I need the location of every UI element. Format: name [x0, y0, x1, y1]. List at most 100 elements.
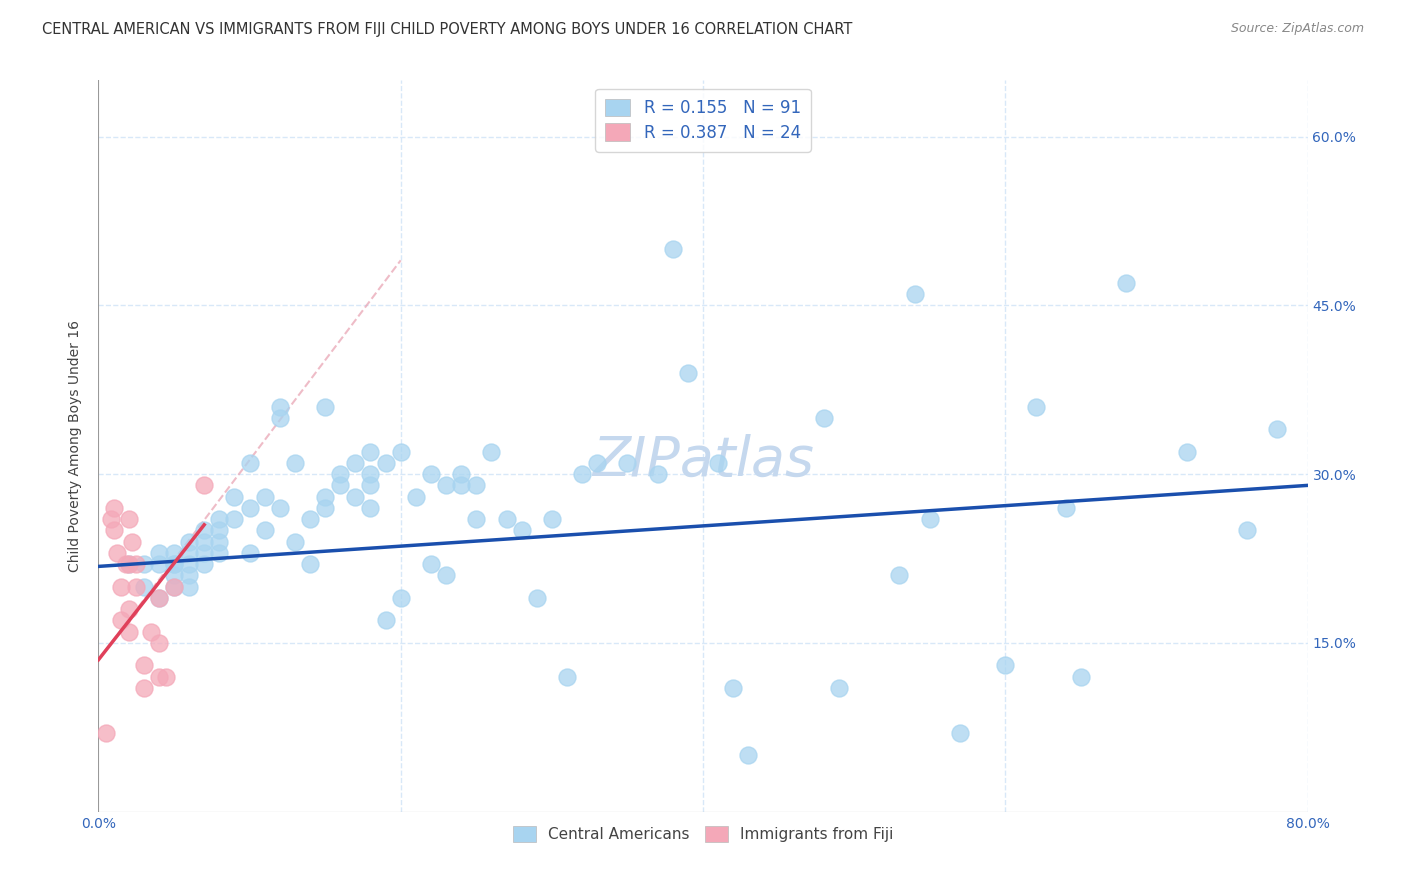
Point [661, 242, 683, 256]
Point [132, 580, 155, 594]
Point [904, 287, 927, 301]
Point [360, 500, 382, 515]
Point [434, 568, 457, 582]
Point [1175, 444, 1198, 458]
Point [994, 658, 1017, 673]
Point [148, 591, 170, 605]
Point [813, 410, 835, 425]
Point [179, 534, 201, 549]
Point [239, 456, 262, 470]
Point [163, 557, 186, 571]
Point [179, 546, 201, 560]
Point [163, 546, 186, 560]
Point [707, 456, 730, 470]
Point [360, 478, 382, 492]
Point [118, 557, 141, 571]
Point [723, 681, 745, 695]
Point [540, 512, 562, 526]
Point [208, 512, 231, 526]
Point [163, 580, 186, 594]
Point [100, 512, 122, 526]
Point [481, 444, 503, 458]
Point [239, 500, 262, 515]
Point [208, 534, 231, 549]
Point [118, 624, 141, 639]
Point [224, 490, 246, 504]
Point [103, 524, 125, 538]
Point [616, 456, 638, 470]
Point [405, 490, 427, 504]
Point [360, 467, 382, 482]
Point [118, 512, 141, 526]
Point [193, 478, 215, 492]
Point [676, 366, 699, 380]
Point [179, 580, 201, 594]
Point [179, 557, 201, 571]
Point [121, 534, 143, 549]
Point [450, 478, 472, 492]
Point [284, 456, 307, 470]
Point [360, 444, 382, 458]
Point [329, 467, 352, 482]
Point [420, 557, 443, 571]
Point [828, 681, 851, 695]
Point [125, 557, 148, 571]
Point [1267, 422, 1289, 436]
Point [239, 546, 262, 560]
Point [949, 726, 972, 740]
Point [193, 524, 215, 538]
Point [118, 557, 141, 571]
Point [299, 512, 322, 526]
Point [299, 557, 322, 571]
Point [148, 557, 170, 571]
Point [314, 490, 336, 504]
Point [193, 557, 215, 571]
Point [141, 624, 163, 639]
Point [148, 591, 170, 605]
Text: Source: ZipAtlas.com: Source: ZipAtlas.com [1230, 22, 1364, 36]
Point [269, 410, 291, 425]
Point [344, 456, 367, 470]
Point [1236, 524, 1258, 538]
Point [148, 546, 170, 560]
Point [253, 490, 276, 504]
Point [208, 524, 231, 538]
Point [1054, 500, 1077, 515]
Point [389, 444, 412, 458]
Point [253, 524, 276, 538]
Y-axis label: Child Poverty Among Boys Under 16: Child Poverty Among Boys Under 16 [69, 320, 83, 572]
Point [284, 534, 307, 549]
Point [110, 614, 132, 628]
Point [148, 670, 170, 684]
Point [110, 580, 132, 594]
Point [1070, 670, 1092, 684]
Text: ZIPatlas: ZIPatlas [592, 434, 814, 487]
Point [114, 557, 136, 571]
Point [526, 591, 548, 605]
Point [269, 500, 291, 515]
Point [344, 490, 367, 504]
Point [94, 726, 117, 740]
Point [314, 500, 336, 515]
Point [224, 512, 246, 526]
Point [389, 591, 412, 605]
Point [179, 568, 201, 582]
Point [163, 580, 186, 594]
Point [118, 602, 141, 616]
Point [647, 467, 669, 482]
Point [155, 670, 177, 684]
Point [269, 400, 291, 414]
Point [148, 636, 170, 650]
Point [495, 512, 517, 526]
Point [132, 658, 155, 673]
Point [103, 500, 125, 515]
Point [450, 467, 472, 482]
Point [571, 467, 593, 482]
Point [510, 524, 533, 538]
Point [193, 546, 215, 560]
Point [125, 580, 148, 594]
Point [374, 456, 396, 470]
Point [329, 478, 352, 492]
Point [1024, 400, 1046, 414]
Point [163, 557, 186, 571]
